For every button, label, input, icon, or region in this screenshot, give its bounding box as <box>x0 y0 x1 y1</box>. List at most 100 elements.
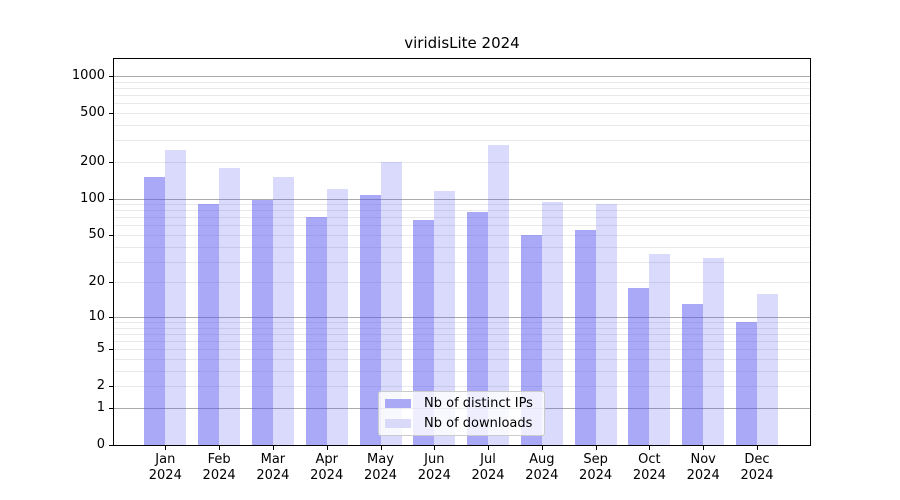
gridline-major <box>114 198 810 200</box>
gridline-minor <box>114 261 810 263</box>
bar-distinct-ips <box>736 322 757 445</box>
gridline-minor <box>114 124 810 126</box>
y-tick-label: 50 <box>88 227 105 242</box>
x-tick-mark <box>165 446 167 450</box>
gridline-major <box>114 316 810 318</box>
gridline-minor <box>114 386 810 388</box>
bar-downloads <box>488 144 509 445</box>
y-tick-mark <box>109 235 113 236</box>
gridline-minor <box>114 235 810 236</box>
x-tick-mark <box>649 446 651 450</box>
gridline-minor <box>114 341 810 343</box>
legend-label-distinct-ips: Nb of distinct IPs <box>424 396 533 411</box>
y-tick-mark <box>109 75 113 77</box>
x-tick-mark <box>595 446 597 450</box>
x-tick-label: Dec 2024 <box>740 452 774 483</box>
gridline-major <box>114 75 810 77</box>
bar-distinct-ips <box>305 217 327 445</box>
y-tick-mark <box>109 112 113 114</box>
chart-title: viridisLite 2024 <box>404 34 520 52</box>
y-tick-label: 500 <box>80 104 105 120</box>
legend: Nb of distinct IPs Nb of downloads <box>378 391 545 436</box>
bar-downloads <box>434 191 456 445</box>
gridline-minor <box>114 87 810 89</box>
plot-area <box>113 58 811 446</box>
x-tick-mark <box>703 446 705 450</box>
bar-downloads <box>703 258 725 445</box>
gridline-minor <box>114 103 810 105</box>
y-tick-label: 0 <box>96 437 105 452</box>
bar-distinct-ips <box>628 287 650 445</box>
x-tick-mark <box>757 446 758 450</box>
x-tick-label: Jun 2024 <box>417 452 451 483</box>
x-tick-label: Aug 2024 <box>525 452 559 483</box>
y-tick-mark <box>109 282 113 284</box>
gridline-minor <box>114 333 810 335</box>
y-tick-label: 5 <box>96 341 105 357</box>
gridline-minor <box>114 217 810 219</box>
x-tick-label: Sep 2024 <box>579 452 613 483</box>
gridline-minor <box>114 81 810 83</box>
x-tick-mark <box>380 446 382 450</box>
gridline-minor <box>114 204 810 205</box>
gridline-minor <box>114 210 810 212</box>
y-tick-mark <box>109 445 113 446</box>
bar-downloads <box>541 201 563 445</box>
legend-item-downloads: Nb of downloads <box>379 414 544 434</box>
bar-downloads <box>649 253 671 445</box>
gridline-minor <box>114 349 810 351</box>
y-tick-label: 10 <box>88 308 105 324</box>
x-tick-mark <box>488 446 489 450</box>
y-tick-label: 2 <box>96 378 105 394</box>
legend-swatch-distinct-ips <box>385 399 411 408</box>
bar-distinct-ips <box>413 220 435 445</box>
x-tick-mark <box>272 446 274 450</box>
gridline-minor <box>114 370 810 372</box>
x-tick-label: Feb 2024 <box>202 452 236 483</box>
y-tick-mark <box>109 161 113 163</box>
gridline-minor <box>114 359 810 360</box>
x-tick-label: Mar 2024 <box>256 452 290 483</box>
x-tick-label: Jan 2024 <box>148 452 182 483</box>
gridline-minor <box>114 322 810 323</box>
bar-distinct-ips <box>144 177 166 445</box>
x-tick-label: Apr 2024 <box>310 452 344 483</box>
gridline-minor <box>114 282 810 284</box>
gridline-minor <box>114 112 810 114</box>
y-tick-label: 200 <box>80 153 105 169</box>
gridline-minor <box>114 95 810 96</box>
gridline-minor <box>114 161 810 163</box>
x-tick-mark <box>541 446 543 450</box>
bar-distinct-ips <box>359 194 381 445</box>
x-tick-label: Jul 2024 <box>471 452 505 483</box>
bar-distinct-ips <box>682 304 704 445</box>
bar-downloads <box>380 161 402 445</box>
x-tick-label: Nov 2024 <box>686 452 720 483</box>
y-tick-mark <box>109 408 113 409</box>
y-tick-mark <box>109 198 113 200</box>
bar-distinct-ips <box>251 199 273 445</box>
legend-label-downloads: Nb of downloads <box>424 416 533 431</box>
x-tick-mark <box>219 446 221 450</box>
gridline-minor <box>114 140 810 142</box>
x-tick-mark <box>326 446 328 450</box>
legend-item-distinct-ips: Nb of distinct IPs <box>379 394 544 414</box>
bar-downloads <box>272 177 294 445</box>
legend-swatch-downloads <box>385 419 411 428</box>
bar-downloads <box>595 203 617 445</box>
y-tick-mark <box>109 316 113 318</box>
bar-downloads <box>165 149 187 445</box>
gridline-minor <box>114 225 810 227</box>
x-tick-label: May 2024 <box>363 452 398 483</box>
y-tick-mark <box>109 386 113 388</box>
y-tick-label: 100 <box>80 190 105 206</box>
y-tick-label: 1000 <box>71 67 105 83</box>
bar-downloads <box>757 293 778 445</box>
bar-distinct-ips <box>574 230 596 445</box>
gridline-minor <box>114 327 810 329</box>
gridline-minor <box>114 246 810 248</box>
y-tick-label: 1 <box>96 400 105 415</box>
x-tick-label: Oct 2024 <box>632 452 666 483</box>
bar-downloads <box>326 188 348 445</box>
